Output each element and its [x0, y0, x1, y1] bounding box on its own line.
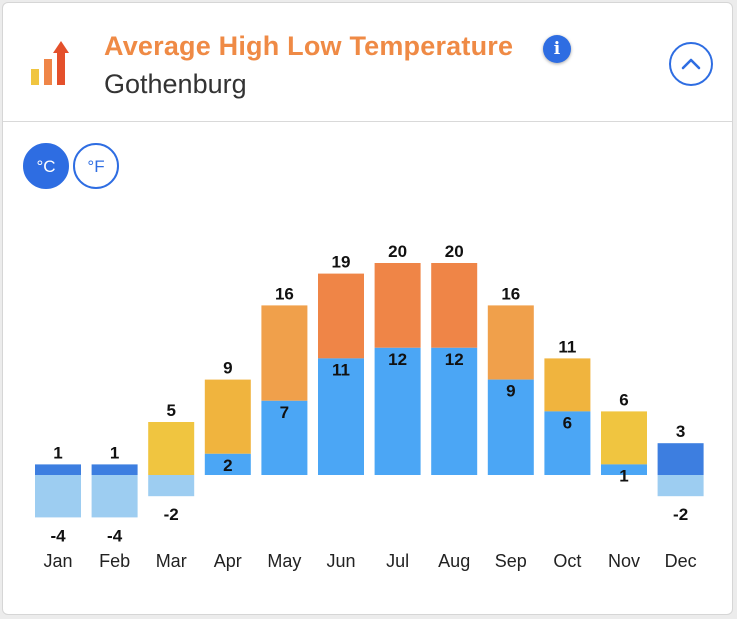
- low-temp-label: 6: [563, 413, 572, 432]
- low-temp-bar-feb: [91, 475, 138, 518]
- high-temp-bar-feb: [91, 464, 138, 475]
- high-temp-label: 6: [619, 390, 628, 409]
- bar-chart-arrow-icon: [31, 41, 69, 85]
- low-temp-label: 12: [445, 350, 464, 369]
- low-temp-bar-aug: [431, 347, 478, 475]
- high-temp-bar-mar: [148, 422, 195, 475]
- low-temp-bar-sep: [487, 379, 534, 475]
- low-temp-label: 9: [506, 382, 515, 401]
- low-temp-label: -4: [50, 526, 66, 545]
- low-temp-label: -4: [107, 526, 123, 545]
- month-tick-label: Mar: [156, 551, 187, 571]
- high-temp-label: 20: [388, 242, 407, 261]
- low-temp-bar-apr: [204, 453, 251, 475]
- month-tick-label: Feb: [99, 551, 130, 571]
- low-temp-bar-jul: [374, 347, 421, 475]
- info-icon[interactable]: i: [543, 35, 571, 63]
- high-temp-label: 16: [275, 284, 294, 303]
- month-tick-label: Sep: [495, 551, 527, 571]
- low-temp-label: -2: [164, 505, 179, 524]
- low-temp-bar-dec: [657, 475, 704, 497]
- high-temp-bar-jun: [318, 273, 364, 359]
- high-temp-bar-dec: [657, 443, 704, 475]
- fahrenheit-toggle[interactable]: °F: [73, 143, 119, 189]
- low-temp-bar-nov: [601, 464, 647, 475]
- high-temp-label: 3: [676, 422, 685, 441]
- month-tick-label: Jan: [43, 551, 72, 571]
- month-tick-label: Dec: [665, 551, 697, 571]
- collapse-button[interactable]: [669, 42, 713, 86]
- low-temp-bar-oct: [544, 411, 591, 475]
- high-temp-bar-jul: [374, 263, 421, 348]
- high-temp-label: 11: [558, 337, 576, 356]
- high-temp-bar-sep: [487, 305, 534, 380]
- low-temp-label: 11: [332, 360, 350, 379]
- location-subtitle: Gothenburg: [104, 69, 247, 99]
- high-temp-bar-jan: [35, 464, 81, 475]
- high-temp-label: 20: [445, 242, 464, 261]
- high-temp-bar-oct: [544, 358, 591, 412]
- low-temp-label: 2: [223, 456, 232, 475]
- low-temp-bar-jan: [35, 475, 81, 518]
- month-tick-label: Jun: [326, 551, 355, 571]
- temperature-chart: 1-4Jan1-4Feb5-2Mar92Apr167May1911Jun2012…: [35, 242, 704, 571]
- low-temp-label: 7: [280, 403, 289, 422]
- high-temp-label: 9: [223, 359, 232, 378]
- low-temp-bar-may: [261, 400, 308, 475]
- high-temp-label: 5: [166, 401, 175, 420]
- low-temp-bar-mar: [148, 475, 195, 497]
- month-tick-label: May: [267, 551, 301, 571]
- chevron-up-icon: [681, 58, 701, 70]
- high-temp-bar-may: [261, 305, 308, 401]
- high-temp-bar-nov: [601, 411, 647, 465]
- high-temp-bar-apr: [204, 379, 251, 454]
- card-header: Average High Low Temperature Gothenburg …: [3, 3, 732, 122]
- page-title: Average High Low Temperature: [104, 31, 514, 61]
- low-temp-label: -2: [673, 505, 688, 524]
- low-temp-label: 1: [619, 466, 628, 485]
- high-temp-label: 1: [53, 443, 62, 462]
- low-temp-label: 12: [388, 350, 407, 369]
- month-tick-label: Apr: [214, 551, 242, 571]
- low-temp-bar-jun: [318, 358, 364, 475]
- month-tick-label: Oct: [553, 551, 581, 571]
- month-tick-label: Aug: [438, 551, 470, 571]
- month-tick-label: Nov: [608, 551, 640, 571]
- high-temp-bar-aug: [431, 263, 478, 348]
- high-temp-label: 19: [332, 253, 351, 272]
- month-tick-label: Jul: [386, 551, 409, 571]
- high-temp-label: 1: [110, 443, 119, 462]
- celsius-toggle[interactable]: °C: [23, 143, 69, 189]
- high-temp-label: 16: [501, 284, 520, 303]
